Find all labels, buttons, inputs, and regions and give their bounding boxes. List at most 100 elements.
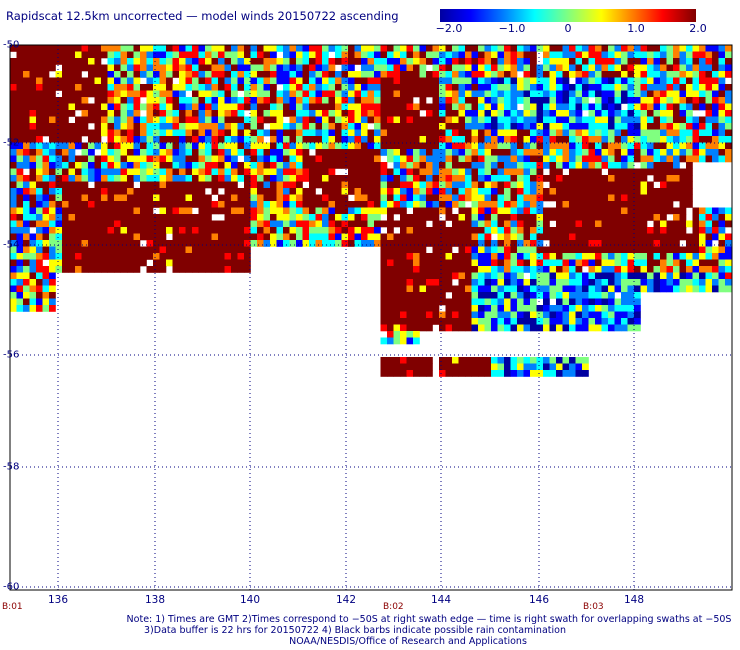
data-cell [601, 266, 609, 273]
data-cell [478, 246, 485, 254]
data-cell [62, 253, 69, 260]
data-cell [335, 90, 342, 98]
data-cell [276, 97, 284, 104]
data-cell [484, 305, 492, 312]
data-cell [289, 227, 297, 234]
data-cell [198, 240, 206, 247]
data-cell [491, 123, 498, 130]
data-cell [166, 116, 173, 124]
data-cell [530, 233, 537, 241]
data-cell [653, 266, 661, 273]
data-cell [263, 214, 271, 221]
data-cell [556, 175, 563, 182]
data-cell [413, 233, 420, 241]
data-cell [10, 194, 17, 202]
data-cell [673, 136, 680, 143]
data-cell [588, 103, 596, 111]
data-cell [504, 298, 511, 306]
data-cell [465, 292, 472, 299]
data-cell [569, 292, 576, 299]
data-cell [166, 162, 173, 169]
data-cell [88, 259, 95, 267]
data-cell [608, 84, 615, 91]
data-cell [497, 363, 505, 371]
data-cell [114, 129, 121, 137]
data-cell [107, 123, 115, 130]
data-cell [419, 292, 427, 299]
data-cell [335, 71, 342, 78]
data-cell [315, 142, 323, 150]
data-cell [309, 168, 316, 176]
data-cell [504, 246, 511, 254]
data-cell [601, 246, 609, 254]
data-cell [549, 188, 557, 195]
data-cell [673, 253, 680, 260]
data-cell [621, 162, 628, 169]
data-cell [426, 194, 433, 202]
data-cell [556, 110, 563, 117]
data-cell [510, 298, 518, 306]
data-cell [705, 116, 713, 124]
data-cell [16, 149, 24, 156]
data-cell [666, 64, 674, 72]
data-cell [302, 142, 310, 150]
data-cell [419, 194, 427, 202]
data-cell [491, 272, 498, 280]
data-cell [192, 123, 199, 130]
data-cell [647, 51, 654, 59]
data-cell [569, 142, 576, 150]
data-cell [133, 194, 141, 202]
data-cell [458, 129, 466, 137]
data-cell [94, 240, 102, 247]
data-cell [276, 162, 284, 169]
data-cell [341, 103, 349, 111]
data-cell [16, 279, 24, 286]
data-cell [640, 240, 648, 247]
data-cell [166, 227, 173, 234]
data-cell [718, 214, 726, 221]
data-cell [634, 246, 641, 254]
data-cell [62, 201, 69, 208]
data-cell [81, 266, 89, 273]
data-cell [523, 142, 531, 150]
data-cell [302, 64, 310, 72]
data-cell [29, 90, 37, 98]
data-cell [569, 279, 576, 286]
data-cell [36, 253, 43, 260]
data-cell [471, 233, 479, 241]
data-cell [692, 266, 700, 273]
data-cell [556, 220, 563, 228]
data-cell [497, 123, 505, 130]
data-cell [614, 214, 622, 221]
data-cell [582, 305, 589, 312]
data-cell [491, 64, 498, 72]
data-cell [322, 155, 329, 163]
data-cell [218, 97, 225, 104]
data-cell [549, 64, 557, 72]
data-cell [640, 142, 648, 150]
data-cell [127, 142, 134, 150]
data-cell [172, 240, 180, 247]
longitude-label: 136 [47, 594, 69, 606]
data-cell [10, 305, 17, 312]
data-cell [283, 71, 290, 78]
data-cell [504, 45, 511, 52]
data-cell [62, 233, 69, 241]
data-cell [400, 259, 407, 267]
data-cell [120, 110, 128, 117]
data-cell [426, 201, 433, 208]
data-cell [569, 207, 576, 215]
data-cell [491, 58, 498, 65]
data-cell [127, 214, 134, 221]
data-cell [504, 136, 511, 143]
data-cell [361, 45, 368, 52]
data-cell [439, 220, 446, 228]
data-cell [42, 90, 50, 98]
data-cell [29, 266, 37, 273]
data-cell [595, 292, 602, 299]
data-cell [153, 90, 160, 98]
data-cell [530, 266, 537, 273]
data-cell [562, 51, 570, 59]
data-cell [673, 129, 680, 137]
data-cell [159, 194, 167, 202]
